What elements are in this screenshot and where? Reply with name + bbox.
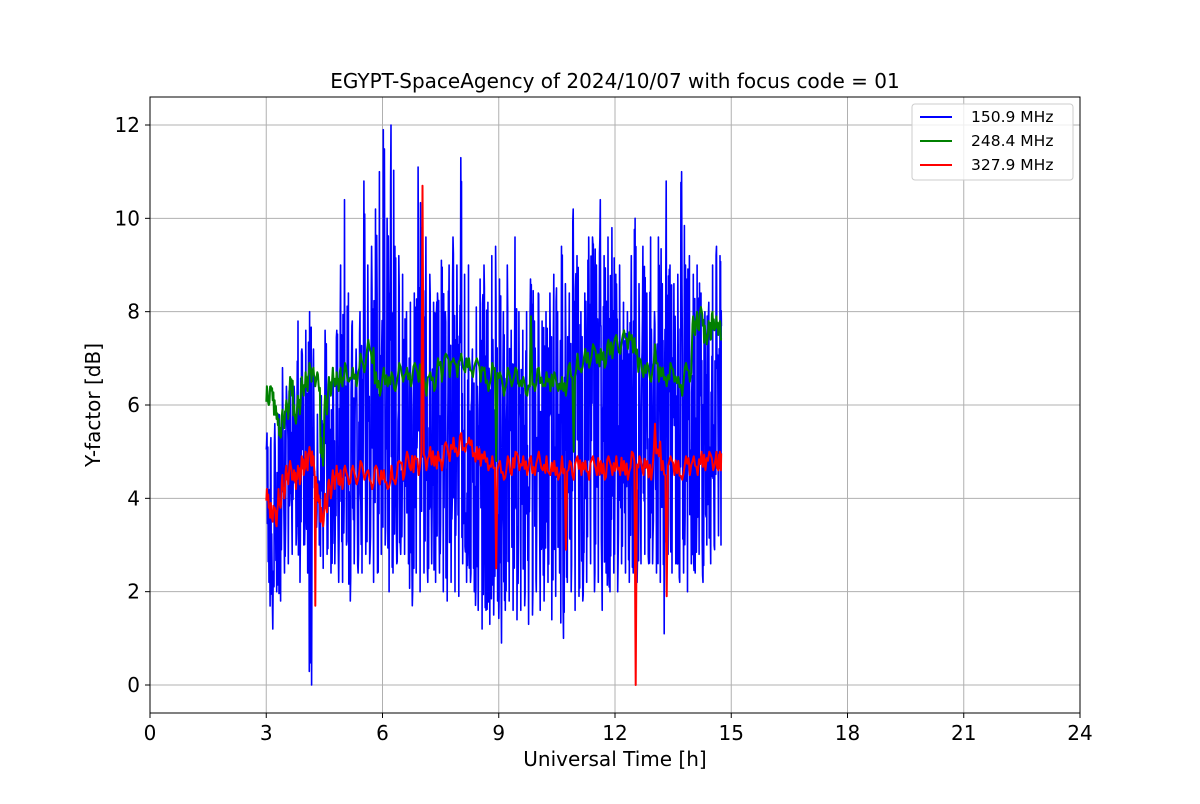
legend-label: 327.9 MHz (971, 156, 1053, 174)
legend-item: 150.9 MHz (920, 108, 1053, 126)
series-327-9-mhz (265, 184, 723, 686)
y-tick-label: 10 (115, 206, 140, 230)
y-axis-label: Y-factor [dB] (81, 343, 105, 468)
series-layer (265, 124, 723, 686)
series-line (265, 184, 723, 686)
series-line (265, 306, 723, 467)
x-tick-label: 21 (951, 721, 976, 745)
x-tick-label: 3 (260, 721, 273, 745)
y-tick-label: 0 (127, 673, 140, 697)
legend-label: 150.9 MHz (971, 108, 1053, 126)
y-tick-label: 8 (127, 300, 140, 324)
legend-frame (911, 103, 1074, 181)
x-tick-label: 6 (376, 721, 389, 745)
legend-item: 327.9 MHz (920, 156, 1053, 174)
x-tick-label: 24 (1067, 721, 1092, 745)
x-tick-label: 0 (144, 721, 157, 745)
x-tick-label: 18 (835, 721, 860, 745)
x-axis: 0 3 6 9 12 15 18 21 24 (144, 713, 1093, 745)
y-axis: 0 2 4 6 8 10 12 (115, 113, 150, 697)
legend: 150.9 MHz 248.4 MHz 327.9 MHz (911, 103, 1074, 181)
legend-item: 248.4 MHz (920, 132, 1053, 150)
legend-label: 248.4 MHz (971, 132, 1053, 150)
x-tick-label: 9 (492, 721, 505, 745)
y-tick-label: 2 (127, 580, 140, 604)
x-tick-label: 15 (719, 721, 744, 745)
y-tick-label: 4 (127, 486, 140, 510)
series-248-4-mhz (265, 306, 723, 467)
chart-title: EGYPT-SpaceAgency of 2024/10/07 with foc… (330, 69, 899, 93)
x-tick-label: 12 (602, 721, 627, 745)
y-tick-label: 12 (115, 113, 140, 137)
y-tick-label: 6 (127, 393, 140, 417)
x-axis-label: Universal Time [h] (523, 747, 706, 771)
